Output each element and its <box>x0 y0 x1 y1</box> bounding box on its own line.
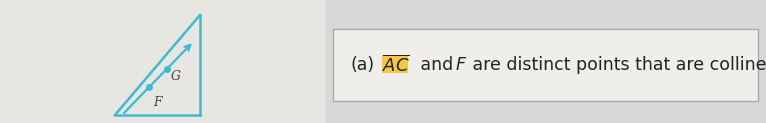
Text: F: F <box>153 96 162 109</box>
Text: are distinct points that are collinear.: are distinct points that are collinear. <box>467 56 766 74</box>
Text: and: and <box>415 56 459 74</box>
Text: $F$: $F$ <box>455 56 467 74</box>
FancyBboxPatch shape <box>382 55 408 73</box>
Text: $\overline{AC}$: $\overline{AC}$ <box>382 55 410 75</box>
Text: G: G <box>171 70 181 83</box>
Text: (a): (a) <box>351 56 375 74</box>
FancyBboxPatch shape <box>333 29 758 101</box>
Bar <box>0 0 325 123</box>
